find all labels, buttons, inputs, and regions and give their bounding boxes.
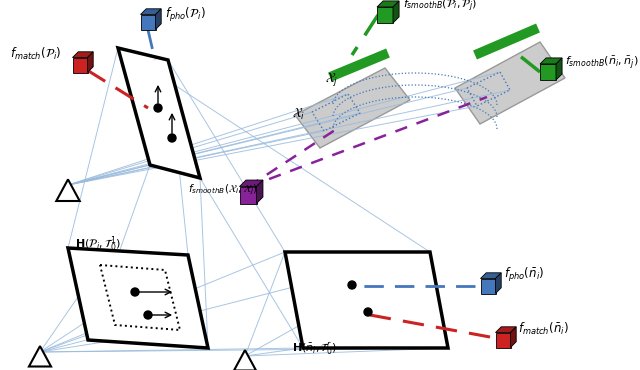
FancyBboxPatch shape: [239, 186, 257, 204]
Polygon shape: [455, 42, 565, 124]
Polygon shape: [141, 9, 161, 14]
FancyBboxPatch shape: [72, 57, 88, 73]
Polygon shape: [88, 52, 93, 73]
Text: $\mathcal{X}_i$: $\mathcal{X}_i$: [292, 107, 305, 122]
Circle shape: [168, 134, 176, 142]
Polygon shape: [393, 1, 399, 23]
Polygon shape: [56, 179, 80, 201]
Text: $\mathcal{X}_j$: $\mathcal{X}_j$: [325, 71, 338, 88]
Text: $f_{match}(\bar{n}_i)$: $f_{match}(\bar{n}_i)$: [518, 321, 569, 337]
Text: $\mathbf{H}(\bar{n}_i, \mathcal{T}_0^r)$: $\mathbf{H}(\bar{n}_i, \mathcal{T}_0^r)$: [292, 341, 337, 357]
FancyBboxPatch shape: [481, 279, 495, 293]
Text: $\mathbf{H}(\mathcal{P}_i, \mathcal{T}_0^1)$: $\mathbf{H}(\mathcal{P}_i, \mathcal{T}_0…: [75, 235, 121, 255]
FancyBboxPatch shape: [540, 64, 556, 80]
Polygon shape: [556, 58, 562, 80]
Polygon shape: [118, 48, 200, 178]
Polygon shape: [540, 58, 562, 64]
Polygon shape: [285, 252, 448, 348]
Polygon shape: [495, 327, 516, 333]
Polygon shape: [257, 180, 263, 204]
Polygon shape: [511, 327, 516, 347]
Circle shape: [364, 308, 372, 316]
Polygon shape: [481, 273, 501, 279]
Circle shape: [131, 288, 139, 296]
Polygon shape: [295, 68, 410, 148]
Text: $f_{match}(\mathcal{P}_i)$: $f_{match}(\mathcal{P}_i)$: [10, 46, 61, 62]
Polygon shape: [495, 273, 501, 293]
Circle shape: [144, 311, 152, 319]
Text: $f_{smoothB}(\mathcal{P}_i, \mathcal{P}_j)$: $f_{smoothB}(\mathcal{P}_i, \mathcal{P}_…: [403, 0, 477, 14]
Polygon shape: [72, 52, 93, 57]
FancyBboxPatch shape: [141, 14, 156, 30]
Polygon shape: [29, 346, 51, 367]
Polygon shape: [234, 350, 256, 370]
Polygon shape: [239, 180, 263, 186]
Text: $f_{smoothB}(\bar{n}_i, \bar{n}_j)$: $f_{smoothB}(\bar{n}_i, \bar{n}_j)$: [565, 54, 639, 71]
Text: $f_{smoothB}(\mathcal{X}_i, \mathcal{X}_j)$: $f_{smoothB}(\mathcal{X}_i, \mathcal{X}_…: [188, 182, 258, 197]
Text: $f_{pho}(\mathcal{P}_i)$: $f_{pho}(\mathcal{P}_i)$: [165, 6, 205, 24]
Circle shape: [348, 281, 356, 289]
FancyBboxPatch shape: [495, 333, 511, 347]
Polygon shape: [156, 9, 161, 30]
Polygon shape: [377, 1, 399, 7]
FancyBboxPatch shape: [377, 7, 393, 23]
Polygon shape: [68, 248, 208, 348]
Text: $f_{pho}(\bar{n}_i)$: $f_{pho}(\bar{n}_i)$: [504, 266, 545, 284]
Circle shape: [154, 104, 162, 112]
